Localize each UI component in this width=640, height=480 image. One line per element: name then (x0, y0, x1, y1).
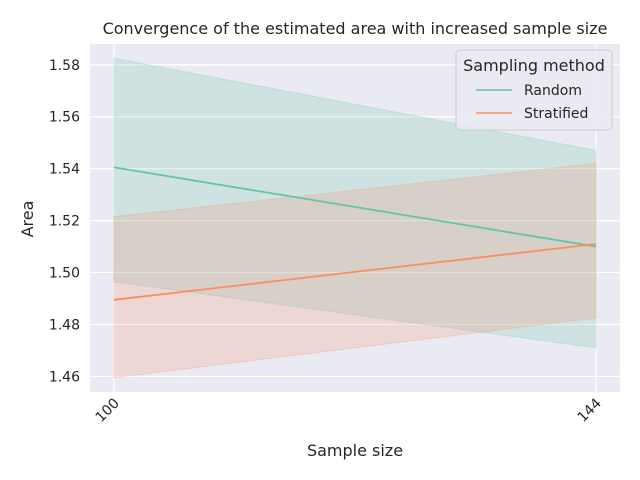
series-line-random (113, 166, 597, 248)
legend-box (455, 49, 613, 131)
y-tick-label: 1.58 (49, 58, 80, 74)
confidence-band-stratified (113, 162, 597, 379)
y-tick-label: 1.50 (49, 266, 80, 282)
legend: Sampling method Random Stratified (455, 49, 613, 131)
confidence-bands (113, 57, 597, 379)
legend-label-random: Random (524, 83, 582, 99)
x-tick-label: 144 (575, 395, 605, 425)
y-tick-label: 1.46 (49, 369, 80, 385)
y-tick-label: 1.52 (49, 214, 80, 230)
series-lines (113, 166, 597, 301)
confidence-band-random (113, 57, 597, 349)
x-axis-label: Sample size (307, 441, 403, 460)
y-tick-labels: 1.46 1.48 1.50 1.52 1.54 1.56 1.58 (49, 58, 80, 386)
legend-title: Sampling method (463, 56, 605, 75)
y-tick-label: 1.56 (49, 110, 80, 126)
x-tick-label: 100 (93, 396, 123, 426)
y-tick-label: 1.54 (49, 162, 80, 178)
x-tick-labels: 100 144 (93, 395, 605, 425)
chart-title: Convergence of the estimated area with i… (103, 19, 608, 38)
series-line-stratified (113, 243, 597, 301)
y-tick-label: 1.48 (49, 317, 80, 333)
legend-label-stratified: Stratified (524, 106, 588, 122)
y-axis-label: Area (18, 201, 37, 238)
